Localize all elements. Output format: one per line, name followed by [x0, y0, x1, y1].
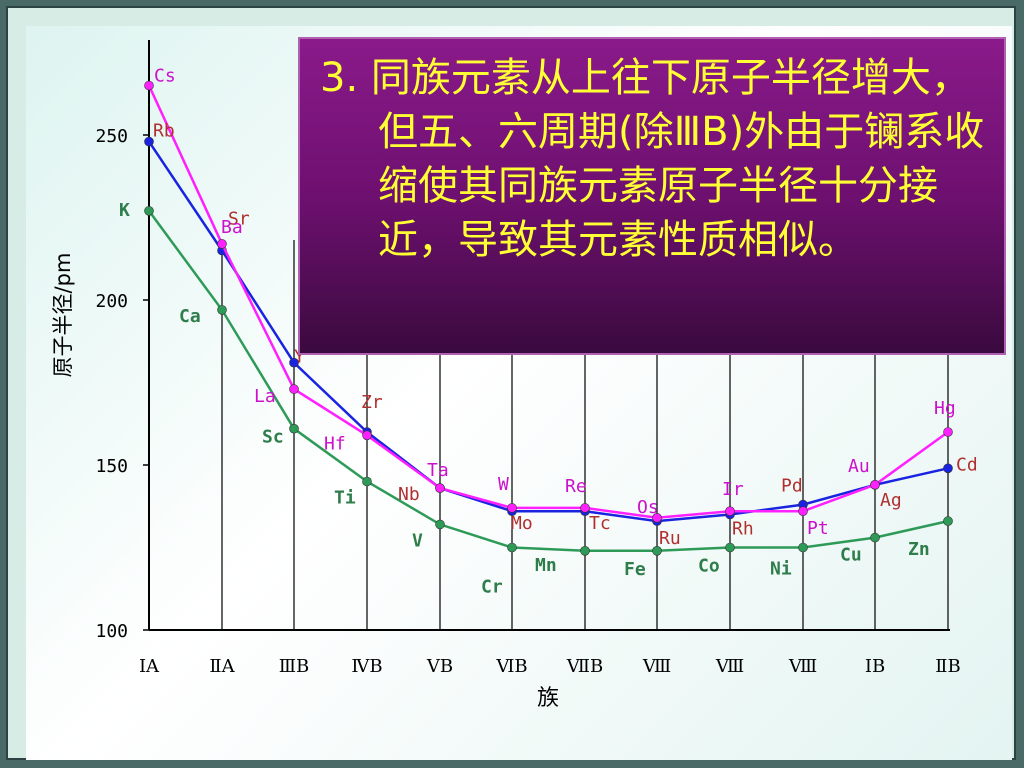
y-tick-label: 250 [95, 126, 128, 147]
data-point [289, 384, 299, 394]
element-label: Mo [511, 513, 533, 534]
element-label: Ru [659, 528, 681, 549]
data-point [870, 532, 880, 543]
element-label: Ni [770, 559, 792, 580]
data-point [217, 239, 227, 249]
element-label: Ti [334, 488, 356, 509]
element-label: Tc [589, 513, 611, 534]
x-tick-label: ⅥB [495, 656, 527, 677]
data-point [798, 542, 808, 553]
data-point [144, 206, 154, 216]
y-tick-label: 100 [95, 621, 128, 642]
data-point [580, 545, 590, 556]
element-label: Sc [262, 427, 284, 448]
data-point [725, 506, 735, 517]
data-point [652, 512, 662, 523]
data-point [144, 136, 154, 147]
element-label: Rb [153, 121, 175, 142]
element-label: Ta [427, 460, 449, 481]
x-tick-label: ⅡB [935, 656, 960, 677]
x-tick-label: Ⅷ [642, 656, 671, 677]
x-tick-label: ⅣB [351, 656, 382, 677]
element-label: Au [848, 456, 870, 477]
element-label: Hf [324, 433, 346, 454]
data-point [435, 483, 445, 493]
element-label: Fe [624, 559, 646, 580]
series-line [147, 210, 949, 553]
x-tick-label: ⅠA [139, 656, 160, 677]
element-label: Nb [398, 484, 420, 505]
element-label: Y [294, 347, 305, 368]
data-point [435, 519, 445, 530]
element-label: W [498, 474, 509, 495]
element-label: Ba [221, 217, 243, 238]
data-point [580, 503, 590, 513]
x-tick-label: ⅠB [865, 656, 885, 677]
data-point [943, 516, 953, 526]
element-label: Cu [840, 545, 862, 566]
element-label: Mn [535, 555, 557, 576]
series-line [147, 140, 949, 523]
data-point [507, 542, 517, 553]
data-point [289, 357, 299, 368]
element-label: Sr [228, 209, 250, 230]
element-label: Os [637, 497, 659, 518]
x-tick-label: ⅦB [566, 656, 603, 677]
element-label: Cs [154, 66, 176, 87]
element-label: Cr [481, 577, 503, 598]
element-label: Zr [361, 392, 383, 413]
x-tick-label: ⅤB [426, 656, 453, 677]
element-label: Hg [934, 398, 956, 419]
series-line [147, 84, 949, 520]
x-tick-label: ⅢB [279, 656, 310, 677]
data-point [289, 423, 299, 434]
x-tick-label: Ⅷ [715, 656, 744, 677]
element-label: Pd [781, 476, 803, 497]
element-label: Zn [908, 539, 930, 560]
x-axis-title: 族 [537, 686, 559, 711]
data-point [725, 542, 735, 553]
explanation-box: 3. 同族元素从上往下原子半径增大，但五、六周期(除ⅢB)外由于镧系收缩使其同族… [298, 37, 1006, 355]
element-label: Rh [732, 519, 754, 540]
x-tick-label: ⅡA [209, 656, 235, 677]
y-tick-label: 200 [95, 291, 128, 312]
data-point [870, 479, 880, 490]
data-point [943, 427, 953, 437]
element-label: Ag [880, 490, 902, 511]
element-label: Co [698, 556, 720, 577]
element-label: Ir [722, 479, 744, 500]
element-label: Cd [956, 454, 978, 475]
element-label: Pt [807, 518, 829, 539]
element-label: V [412, 530, 423, 551]
element-label: Re [565, 476, 587, 497]
data-point [798, 506, 808, 517]
element-label: La [254, 386, 276, 407]
data-point [144, 80, 154, 91]
data-point [217, 305, 227, 315]
y-axis-title: 原子半径/pm [51, 253, 75, 378]
y-tick-label: 150 [95, 456, 128, 477]
explanation-text: 3. 同族元素从上往下原子半径增大，但五、六周期(除ⅢB)外由于镧系收缩使其同族… [320, 55, 985, 263]
data-point [362, 476, 372, 487]
element-label: Ca [179, 306, 201, 327]
data-point [507, 503, 517, 513]
data-point [362, 430, 372, 441]
data-point [652, 545, 662, 556]
data-point [943, 463, 953, 474]
x-tick-label: Ⅷ [788, 656, 817, 677]
element-label: K [119, 200, 130, 221]
